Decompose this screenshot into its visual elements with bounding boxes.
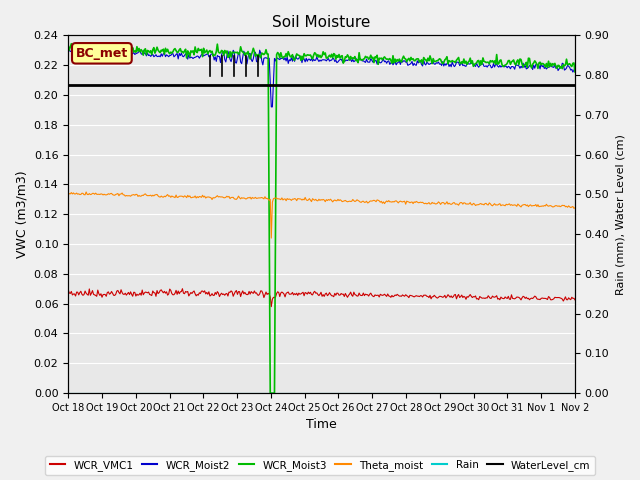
WCR_Moist2 xyxy=(374,58,382,63)
Theta_moist xyxy=(350,198,358,204)
Y-axis label: VWC (m3/m3): VWC (m3/m3) xyxy=(15,170,28,258)
Title: Soil Moisture: Soil Moisture xyxy=(273,15,371,30)
WaterLevel_cm xyxy=(278,82,285,87)
WCR_Moist2 xyxy=(268,104,275,110)
Theta_moist xyxy=(280,196,288,202)
WCR_Moist2 xyxy=(350,59,358,65)
Rain xyxy=(64,390,72,396)
Theta_moist xyxy=(64,191,72,196)
WCR_VMC1 xyxy=(223,290,230,296)
WCR_VMC1 xyxy=(527,296,534,301)
WCR_Moist2 xyxy=(439,59,447,64)
WCR_VMC1 xyxy=(439,294,447,300)
Line: WCR_Moist2: WCR_Moist2 xyxy=(68,49,575,107)
WCR_Moist2 xyxy=(280,57,288,63)
WCR_VMC1 xyxy=(571,297,579,303)
WCR_Moist2 xyxy=(88,46,95,52)
Line: WCR_VMC1: WCR_VMC1 xyxy=(68,288,575,307)
Rain xyxy=(278,390,285,396)
WCR_VMC1 xyxy=(280,291,288,297)
WaterLevel_cm xyxy=(436,82,444,87)
WCR_Moist2 xyxy=(527,63,534,69)
Rain xyxy=(436,390,444,396)
WCR_VMC1 xyxy=(268,304,275,310)
WCR_Moist3 xyxy=(223,48,230,54)
Line: Theta_moist: Theta_moist xyxy=(68,192,575,238)
WCR_Moist3 xyxy=(266,390,274,396)
Theta_moist xyxy=(571,205,579,211)
WCR_VMC1 xyxy=(179,286,186,291)
Theta_moist xyxy=(439,200,447,205)
WCR_Moist3 xyxy=(571,69,579,75)
WaterLevel_cm xyxy=(372,82,380,87)
Y-axis label: Rain (mm), Water Level (cm): Rain (mm), Water Level (cm) xyxy=(615,134,625,295)
Legend: WCR_VMC1, WCR_Moist2, WCR_Moist3, Theta_moist, Rain, WaterLevel_cm: WCR_VMC1, WCR_Moist2, WCR_Moist3, Theta_… xyxy=(45,456,595,475)
Rain xyxy=(372,390,380,396)
WaterLevel_cm xyxy=(571,82,579,87)
Theta_moist xyxy=(223,193,230,199)
WCR_Moist3 xyxy=(374,61,382,67)
Rain xyxy=(525,390,532,396)
WCR_Moist2 xyxy=(64,47,72,53)
WCR_Moist3 xyxy=(350,56,358,61)
WCR_Moist3 xyxy=(64,43,72,48)
WCR_Moist3 xyxy=(280,54,288,60)
WCR_Moist3 xyxy=(527,62,534,68)
Theta_moist xyxy=(527,202,534,208)
WCR_Moist2 xyxy=(571,65,579,71)
WaterLevel_cm xyxy=(64,82,72,87)
Theta_moist xyxy=(374,197,382,203)
WCR_Moist3 xyxy=(439,61,447,67)
WCR_Moist3 xyxy=(86,40,94,46)
WCR_VMC1 xyxy=(64,287,72,292)
WCR_VMC1 xyxy=(374,292,382,298)
Rain xyxy=(222,390,230,396)
WaterLevel_cm xyxy=(222,82,230,87)
Line: WCR_Moist3: WCR_Moist3 xyxy=(68,43,575,393)
Theta_moist xyxy=(83,189,90,195)
WaterLevel_cm xyxy=(525,82,532,87)
Text: BC_met: BC_met xyxy=(76,47,128,60)
WCR_VMC1 xyxy=(350,289,358,295)
Theta_moist xyxy=(268,235,275,241)
X-axis label: Time: Time xyxy=(306,419,337,432)
WaterLevel_cm xyxy=(348,82,356,87)
Rain xyxy=(571,390,579,396)
Rain xyxy=(348,390,356,396)
WCR_Moist2 xyxy=(223,53,230,59)
